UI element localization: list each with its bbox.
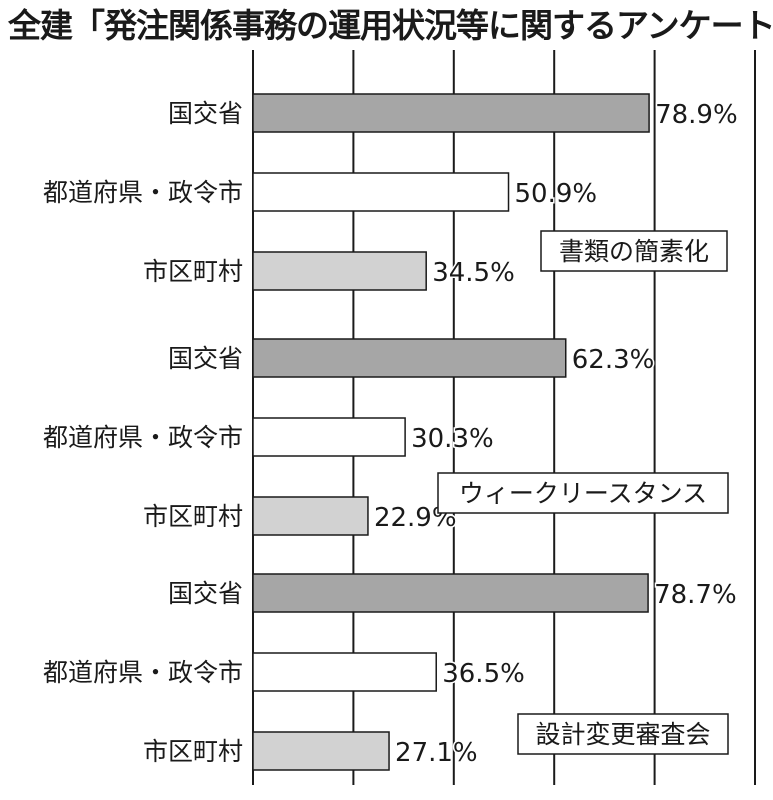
bar xyxy=(252,251,427,291)
data-label: 36.5% xyxy=(442,659,525,689)
group-label: 設計変更審査会 xyxy=(535,720,710,749)
category-label: 市区町村 xyxy=(143,257,243,286)
data-label: 62.3% xyxy=(572,345,655,375)
category-label: 国交省 xyxy=(168,579,243,608)
data-label: 50.9% xyxy=(515,179,598,209)
category-label: 都道府県・政令市 xyxy=(43,423,243,452)
data-label: 78.7% xyxy=(654,580,737,610)
bar xyxy=(252,496,369,536)
bar xyxy=(252,338,567,378)
bar xyxy=(252,417,406,457)
bar xyxy=(252,93,650,133)
bar xyxy=(252,573,649,613)
data-label: 78.9% xyxy=(655,100,738,130)
group-label: 書類の簡素化 xyxy=(559,237,709,266)
chart-title: 全建「発注関係事務の運用状況等に関するアンケート」 xyxy=(8,6,773,45)
category-label: 市区町村 xyxy=(143,502,243,531)
group-label: ウィークリースタンス xyxy=(459,479,707,508)
data-label: 27.1% xyxy=(395,738,478,768)
bar xyxy=(252,652,437,692)
category-label: 都道府県・政令市 xyxy=(43,178,243,207)
category-label: 国交省 xyxy=(168,344,243,373)
bar xyxy=(252,731,390,771)
category-label: 国交省 xyxy=(168,99,243,128)
data-label: 34.5% xyxy=(432,258,515,288)
data-label: 30.3% xyxy=(411,424,494,454)
group-label-box xyxy=(517,713,729,755)
bar xyxy=(252,172,510,212)
group-label-box xyxy=(437,472,729,514)
category-label: 都道府県・政令市 xyxy=(43,658,243,687)
group-label-box xyxy=(540,230,728,272)
category-label: 市区町村 xyxy=(143,737,243,766)
